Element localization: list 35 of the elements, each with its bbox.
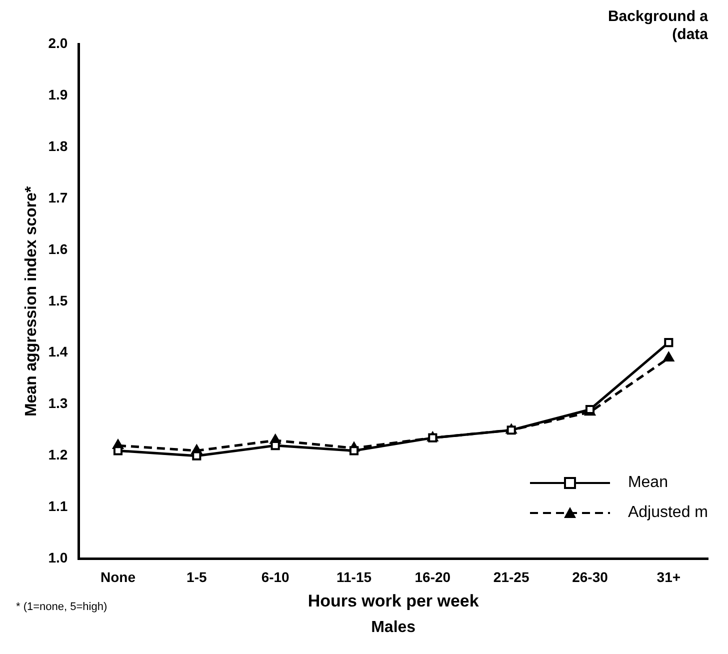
point bbox=[113, 446, 123, 456]
point bbox=[663, 352, 674, 362]
y-tick-label: 1.0 bbox=[48, 550, 68, 566]
point bbox=[506, 426, 516, 435]
point bbox=[192, 451, 202, 460]
x-tick-label: 21-25 bbox=[493, 569, 530, 586]
y-axis-title: Mean aggression index score* bbox=[23, 185, 40, 417]
y-tick-label: 2.0 bbox=[48, 34, 68, 51]
y-tick-label: 1.4 bbox=[48, 344, 68, 360]
point bbox=[270, 441, 280, 450]
legend-label: Mean bbox=[628, 474, 668, 492]
y-tick-label: 1.9 bbox=[48, 86, 68, 102]
point bbox=[428, 433, 438, 442]
y-tick-label: 1.6 bbox=[48, 240, 68, 257]
x-tick-label: 31+ bbox=[656, 569, 681, 586]
text: Males bbox=[371, 619, 416, 636]
x-tick-label: None bbox=[100, 569, 136, 586]
legend-label: Adjusted m bbox=[628, 504, 708, 522]
y-tick-label: 1.7 bbox=[48, 189, 68, 206]
y-tick-label: 1.8 bbox=[48, 138, 68, 154]
x-tick-label: 6-10 bbox=[261, 569, 290, 586]
y-tick-label: 1.5 bbox=[48, 292, 68, 308]
chart-title: Background a bbox=[608, 8, 709, 26]
x-tick-label: 16-20 bbox=[414, 569, 451, 586]
x-tick-label: 26-30 bbox=[572, 569, 608, 586]
chart-subtitle: (data bbox=[672, 26, 709, 44]
x-tick-label: 11-15 bbox=[336, 569, 372, 586]
y-tick-label: 1.3 bbox=[48, 395, 68, 412]
point bbox=[349, 446, 359, 456]
point bbox=[664, 338, 674, 348]
y-tick-label: 1.2 bbox=[48, 446, 68, 463]
text: * (1=none, 5=high) bbox=[16, 601, 108, 613]
x-axis-title: Hours work per week bbox=[308, 591, 480, 610]
x-tick-label: 1-5 bbox=[186, 569, 207, 586]
y-tick-label: 1.1 bbox=[48, 498, 68, 514]
